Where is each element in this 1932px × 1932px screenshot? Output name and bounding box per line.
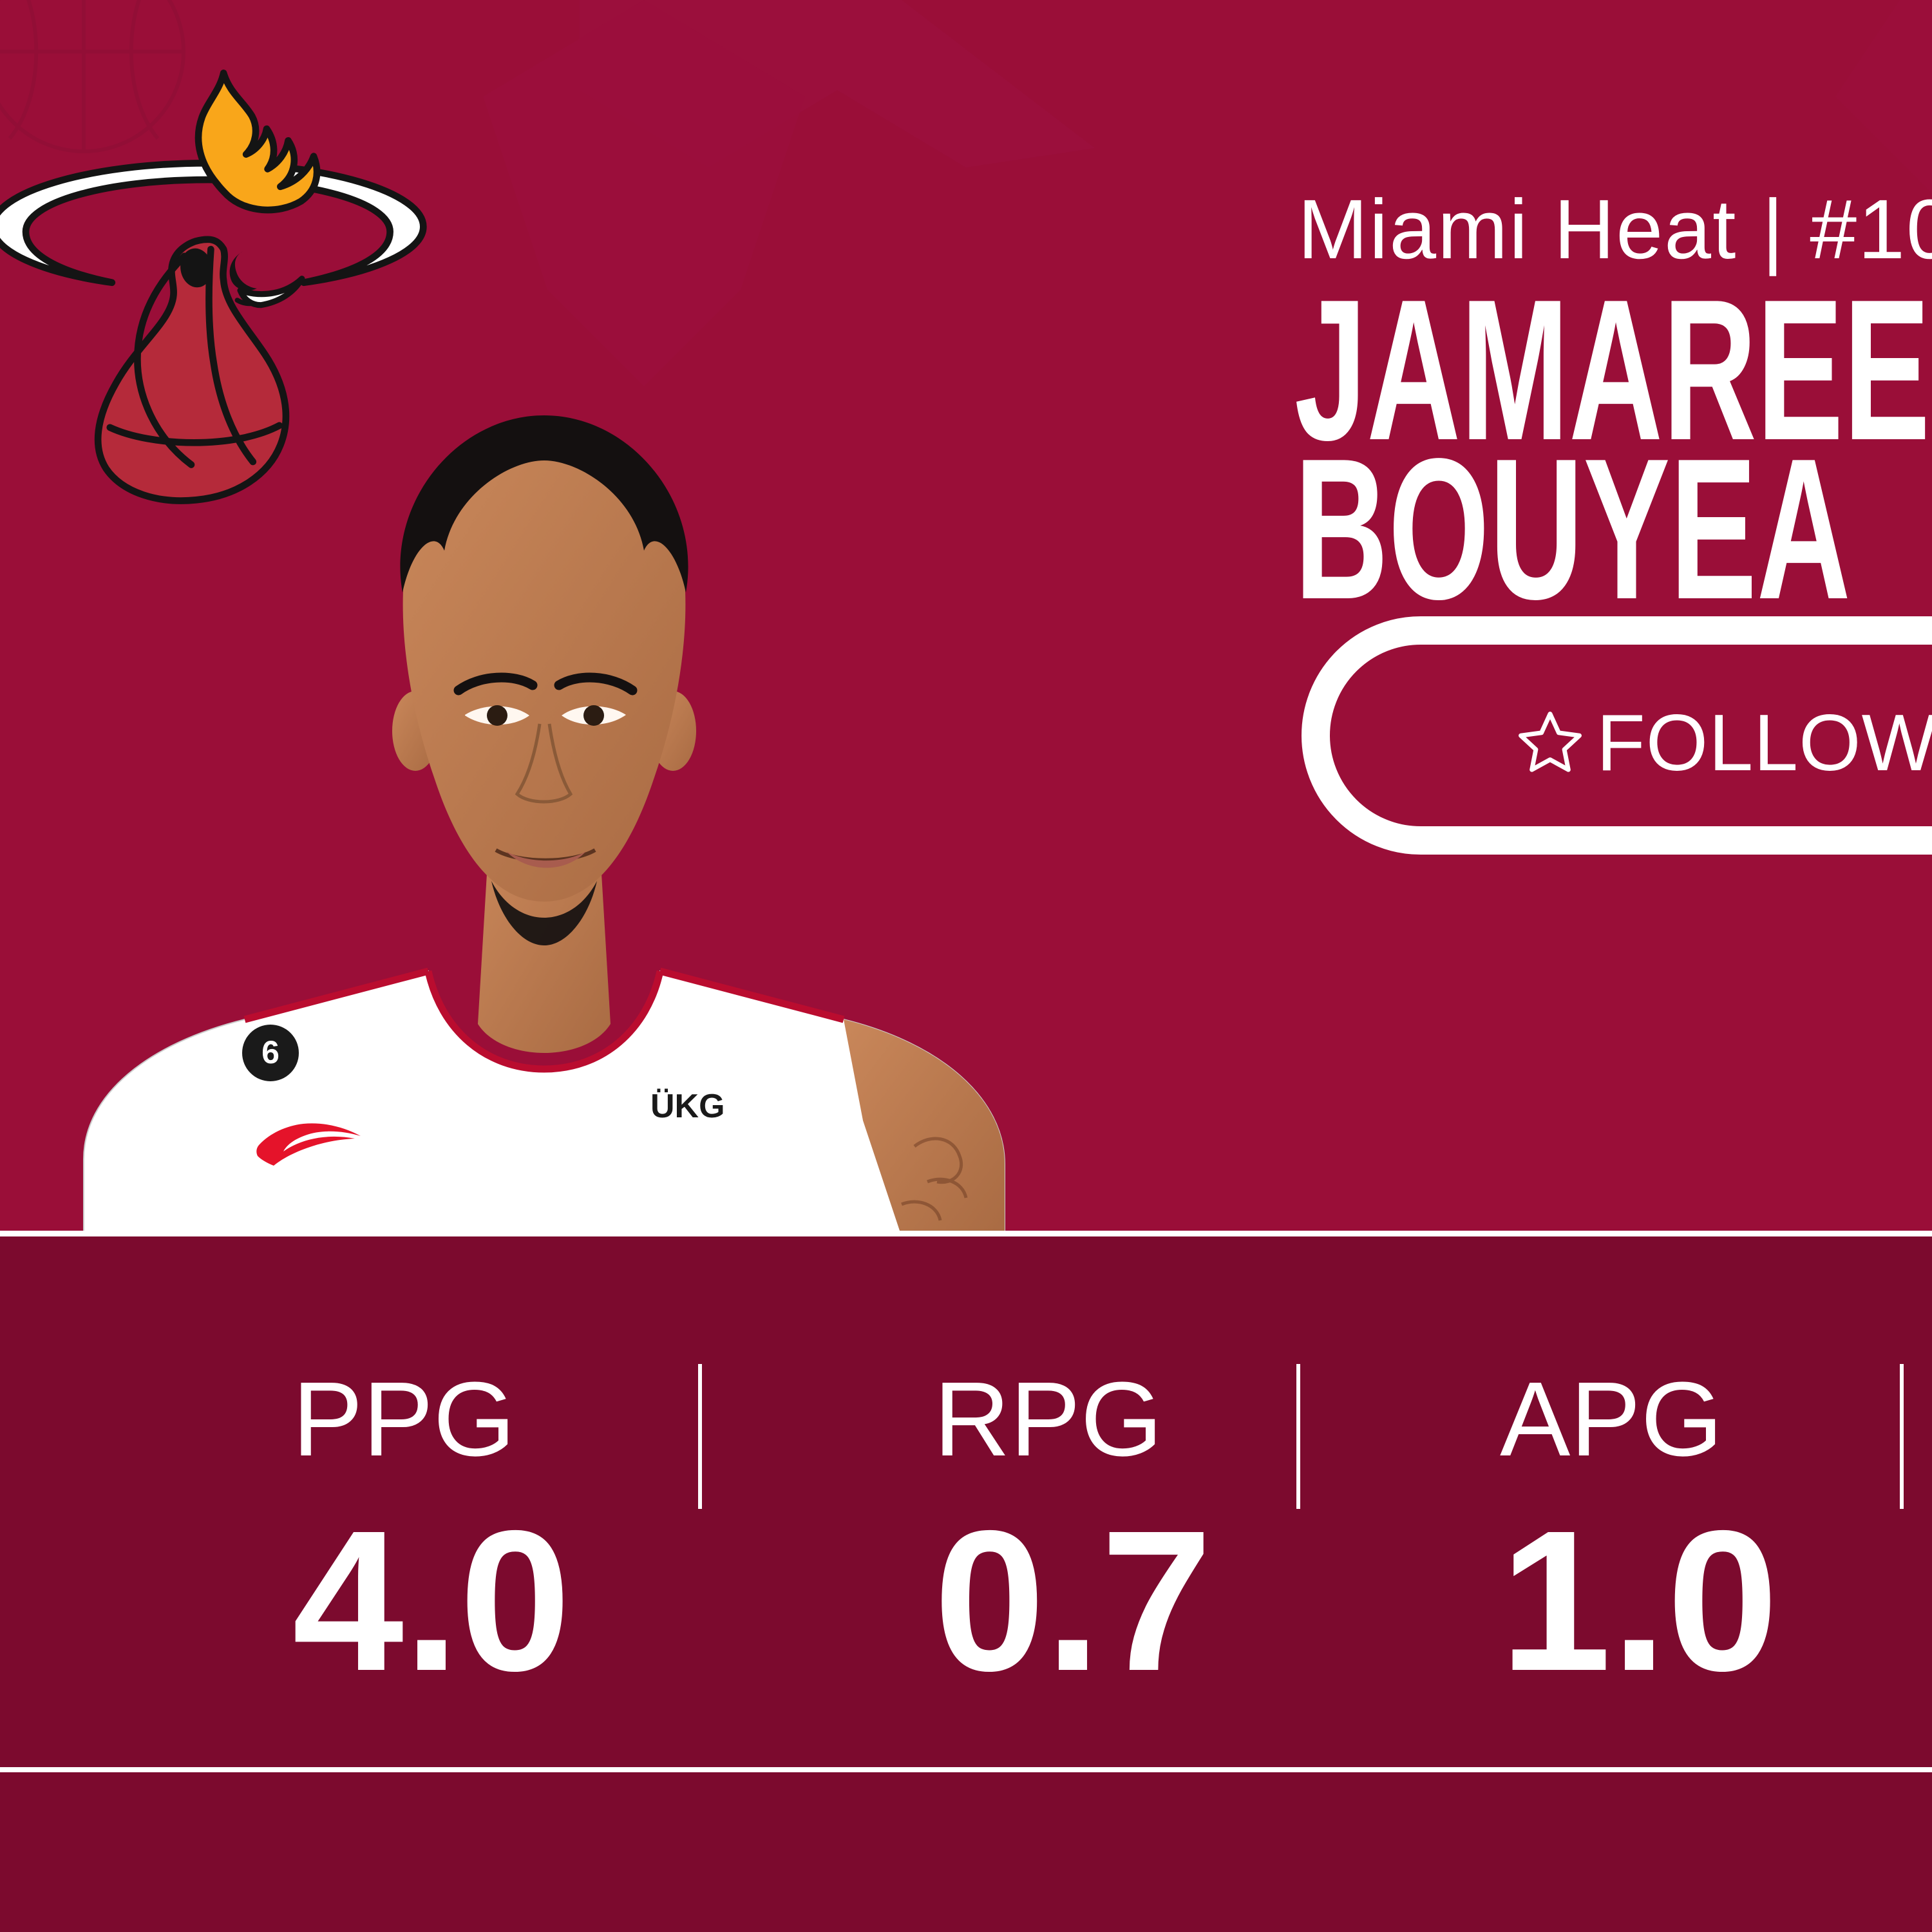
svg-text:ÜKG: ÜKG <box>650 1088 725 1125</box>
svg-text:6: 6 <box>261 1034 279 1070</box>
